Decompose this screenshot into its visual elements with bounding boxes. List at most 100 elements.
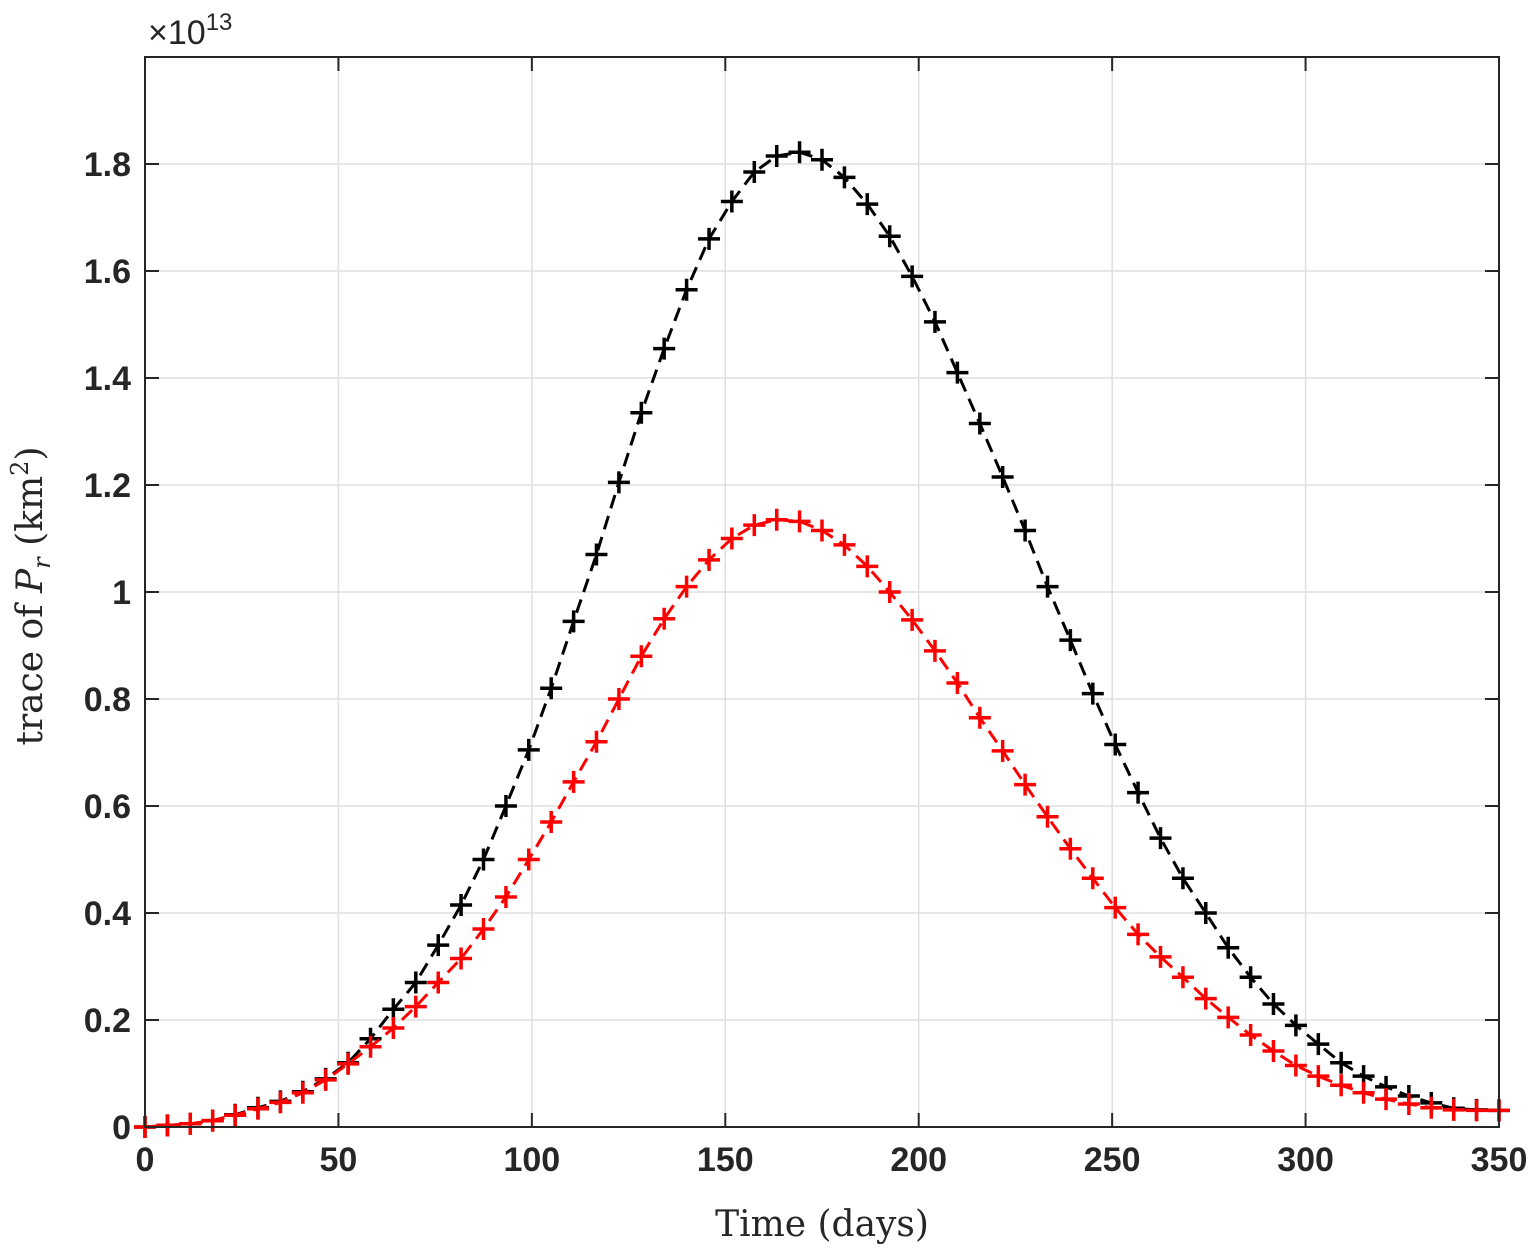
data-point [720, 527, 743, 550]
data-point [337, 1052, 360, 1075]
y-tick-label: 1.8 [84, 146, 131, 184]
data-point [901, 608, 924, 631]
data-point [382, 1017, 405, 1040]
data-point [1104, 896, 1127, 919]
x-tick-label: 0 [136, 1141, 155, 1179]
data-point [540, 677, 563, 700]
data-point [427, 971, 450, 994]
data-point [698, 227, 721, 250]
data-point [201, 1109, 224, 1132]
data-point [1307, 1065, 1330, 1088]
data-point [359, 1035, 382, 1058]
y-title-sub: r [28, 556, 56, 569]
x-tick-label: 150 [697, 1141, 754, 1179]
data-point [878, 225, 901, 248]
data-point [653, 337, 676, 360]
data-point [946, 361, 969, 384]
data-point [540, 811, 563, 834]
data-point [991, 465, 1014, 488]
data-point [1420, 1096, 1443, 1119]
data-point [1194, 987, 1217, 1010]
data-point [653, 607, 676, 630]
data-point [675, 278, 698, 301]
data-point [720, 190, 743, 213]
data-point [1262, 992, 1285, 1015]
data-point [1262, 1040, 1285, 1063]
data-point [1104, 733, 1127, 756]
data-point [404, 995, 427, 1018]
x-tick-label: 250 [1084, 1141, 1141, 1179]
data-point [179, 1112, 202, 1135]
y-exponent-label: ×1013 [148, 9, 232, 52]
data-point [1059, 837, 1082, 860]
data-point [291, 1081, 314, 1104]
label-layer: 0 50 100 150 200 250 300 350 0 0.2 0.4 0.6 0.8 1 1.2 1.… [84, 146, 1528, 1179]
data-point [1171, 966, 1194, 989]
data-point [1014, 773, 1037, 796]
y-tick-label: 0 [112, 1109, 131, 1147]
data-point [517, 738, 540, 761]
data-point [404, 971, 427, 994]
y-title-prefix: trace of [10, 593, 51, 746]
data-point [811, 148, 833, 171]
data-point [946, 671, 969, 694]
data-point [901, 265, 924, 288]
data-point [1284, 1014, 1307, 1037]
data-point [1149, 827, 1172, 850]
data-point [427, 934, 450, 957]
data-point [788, 141, 811, 164]
y-title-unit-close: ) [10, 447, 51, 461]
data-point [698, 548, 721, 571]
data-point [517, 848, 540, 871]
data-point [494, 885, 517, 908]
data-point [494, 795, 517, 817]
data-point [765, 508, 788, 531]
y-axis-title: trace of Pr (km2) [6, 447, 56, 746]
grid-layer [144, 57, 1500, 1128]
data-point [382, 998, 405, 1021]
data-point [968, 706, 991, 729]
series-0 [134, 141, 1510, 1138]
y-tick-label: 0.2 [84, 1002, 131, 1040]
x-tick-label: 200 [890, 1141, 947, 1179]
y-tick-label: 1.2 [84, 467, 131, 505]
data-point [878, 581, 901, 603]
data-point [1081, 867, 1104, 890]
data-point [1352, 1081, 1375, 1104]
data-point [833, 533, 856, 556]
y-title-unit-open: (km [10, 476, 51, 557]
data-point [765, 144, 788, 167]
data-point [1397, 1092, 1420, 1115]
y-tick-label: 1 [112, 574, 131, 612]
data-point [1239, 966, 1262, 989]
data-point [811, 519, 833, 542]
data-point [585, 543, 608, 566]
data-point [585, 730, 608, 753]
data-point [630, 401, 653, 424]
data-point [1059, 629, 1082, 652]
data-point [923, 310, 946, 333]
data-point [1127, 781, 1150, 804]
x-tick-label: 350 [1471, 1141, 1528, 1179]
data-point [1375, 1088, 1398, 1111]
tick-layer [144, 57, 1500, 1128]
x-tick-label: 300 [1277, 1141, 1334, 1179]
data-point [450, 947, 473, 970]
data-point [472, 848, 495, 871]
data-point [156, 1114, 179, 1137]
data-point [1036, 805, 1059, 828]
data-point [607, 688, 630, 710]
data-point [968, 412, 991, 435]
data-point [562, 770, 585, 793]
data-point [1194, 902, 1217, 924]
data-point [630, 645, 653, 668]
data-point [788, 510, 811, 533]
data-point [1330, 1051, 1353, 1074]
data-point [833, 166, 856, 189]
data-point [246, 1097, 269, 1120]
x-axis-title: Time (days) [715, 1204, 929, 1245]
series-line [144, 150, 1500, 1129]
data-point [1465, 1099, 1488, 1122]
